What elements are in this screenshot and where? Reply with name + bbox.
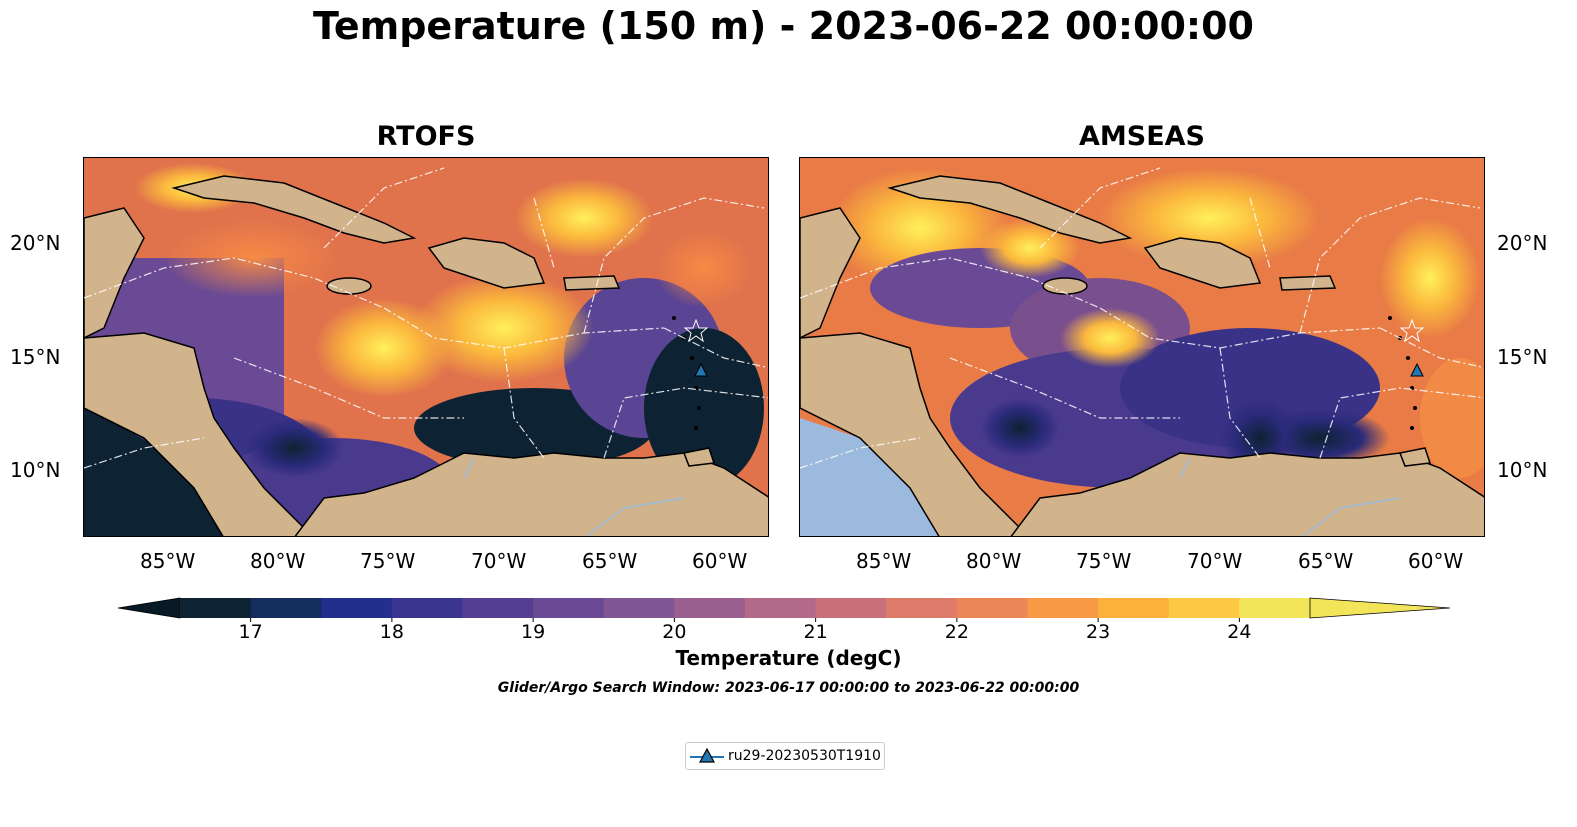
colorbar-cell <box>391 598 463 618</box>
colorbar-tick-label: 24 <box>1227 621 1251 640</box>
lat-label-15n-left: 15°N <box>10 345 61 369</box>
colorbar-cell <box>956 598 1028 618</box>
colorbar-cell <box>250 598 322 618</box>
lon-label-65w-right: 65°W <box>1298 549 1354 573</box>
lat-label-20n-left: 20°N <box>10 231 61 255</box>
colorbar-cell <box>815 598 887 618</box>
lat-label-10n-right: 10°N <box>1497 458 1548 482</box>
lon-label-70w-right: 70°W <box>1187 549 1243 573</box>
figure-title: Temperature (150 m) - 2023-06-22 00:00:0… <box>312 4 1254 48</box>
colorbar-cell <box>1098 598 1170 618</box>
search-window-note: Glider/Argo Search Window: 2023-06-17 00… <box>497 680 1080 696</box>
colorbar-tick-label: 19 <box>521 621 545 640</box>
lon-label-65w-left: 65°W <box>582 549 638 573</box>
colorbar-tick-label: 22 <box>945 621 969 640</box>
lon-label-85w-left: 85°W <box>140 549 196 573</box>
colorbar-cell <box>533 598 605 618</box>
panel-title-amseas: AMSEAS <box>1079 121 1205 152</box>
lon-label-60w-right: 60°W <box>1408 549 1464 573</box>
colorbar-tick-label: 18 <box>380 621 404 640</box>
colorbar-cell <box>603 598 675 618</box>
colorbar-cell <box>321 598 393 618</box>
colorbar-tick-label: 23 <box>1086 621 1110 640</box>
lat-label-10n-left: 10°N <box>10 458 61 482</box>
map-amseas-svg <box>800 158 1484 536</box>
map-panel-amseas[interactable] <box>799 157 1485 537</box>
lon-label-75w-right: 75°W <box>1076 549 1132 573</box>
panel-title-rtofs: RTOFS <box>376 121 476 152</box>
colorbar-cell <box>1168 598 1240 618</box>
colorbar: 17 18 19 20 21 22 23 24 <box>117 597 1451 640</box>
map-rtofs-svg <box>84 158 768 536</box>
legend-label: ru29-20230530T1910 <box>728 748 881 764</box>
colorbar-label: Temperature (degC) <box>675 646 902 670</box>
colorbar-tick-label: 20 <box>662 621 686 640</box>
lat-label-20n-right: 20°N <box>1497 231 1548 255</box>
lon-label-80w-right: 80°W <box>966 549 1022 573</box>
colorbar-cell <box>674 598 746 618</box>
lat-label-15n-right: 15°N <box>1497 345 1548 369</box>
colorbar-tick-label: 21 <box>804 621 828 640</box>
lon-label-60w-left: 60°W <box>692 549 748 573</box>
colorbar-cell <box>886 598 958 618</box>
lon-label-80w-left: 80°W <box>250 549 306 573</box>
colorbar-cell <box>1239 598 1311 618</box>
colorbar-tick-label: 17 <box>239 621 263 640</box>
colorbar-cell <box>1027 598 1099 618</box>
lon-label-70w-left: 70°W <box>471 549 527 573</box>
colorbar-extend-high <box>1309 597 1451 619</box>
legend-triangle-marker-icon <box>690 747 724 763</box>
lon-label-85w-right: 85°W <box>856 549 912 573</box>
map-panel-rtofs[interactable] <box>83 157 769 537</box>
colorbar-cell <box>180 598 252 618</box>
colorbar-cell <box>462 598 534 618</box>
colorbar-cell <box>745 598 817 618</box>
lon-label-75w-left: 75°W <box>360 549 416 573</box>
colorbar-extend-low <box>117 597 181 619</box>
